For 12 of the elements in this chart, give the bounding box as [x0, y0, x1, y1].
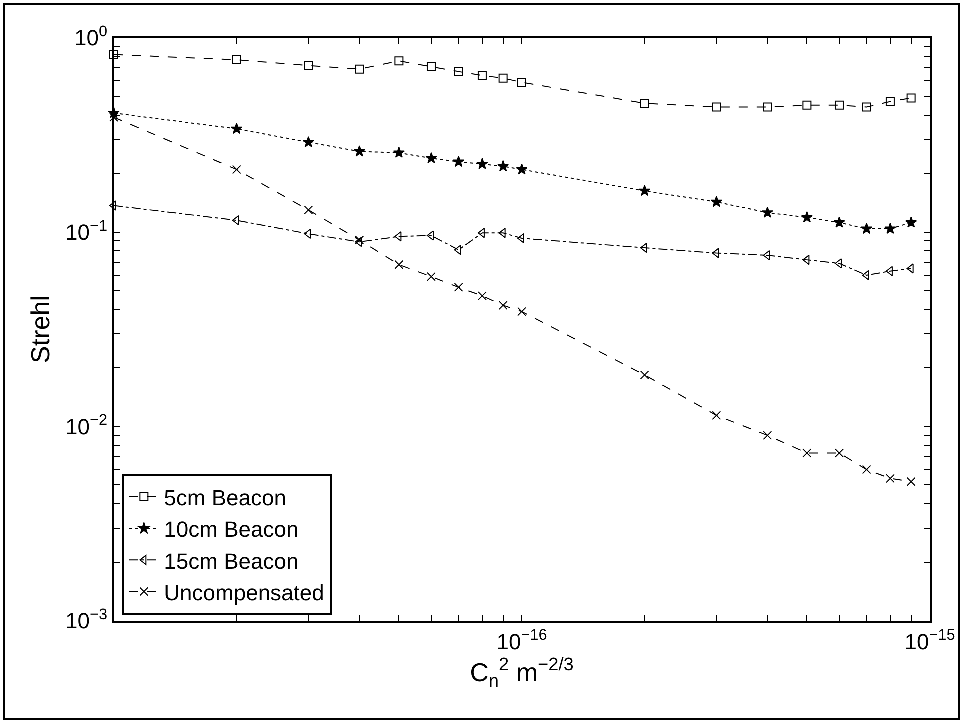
legend-label: 5cm Beacon — [164, 486, 286, 511]
legend-label: 15cm Beacon — [164, 548, 299, 574]
y-tick-label: 10$^{−3}$ — [66, 606, 108, 634]
y-tick-label: 10$^{0}$ — [74, 23, 108, 51]
x-tick-label: 10$^{−16}$ — [496, 627, 548, 654]
y-tick-label: 10$^{−1}$ — [66, 218, 108, 246]
y-axis-title: Strehl — [25, 296, 56, 364]
y-tick-label: 10$^{−2}$ — [66, 412, 108, 440]
x-tick-label: 10$^{−15}$ — [904, 627, 956, 654]
x-axis-title: C$_{n}$$^{2}$ m$^{−2/3}$ — [470, 654, 574, 691]
legend-label: Uncompensated — [164, 580, 324, 606]
legend-label: 10cm Beacon — [164, 517, 299, 542]
